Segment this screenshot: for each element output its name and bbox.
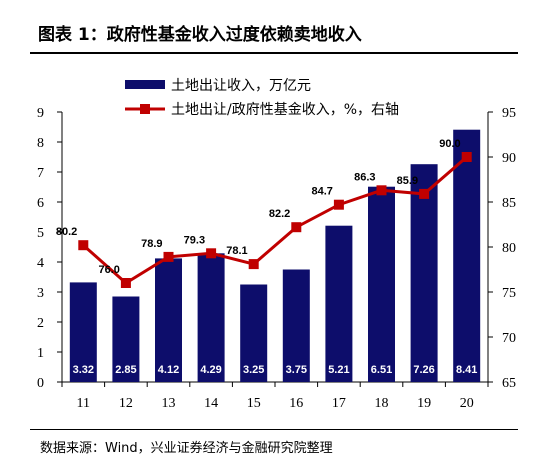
- x-tick-label: 12: [119, 396, 133, 411]
- y-left-tick-label: 4: [37, 256, 44, 271]
- bar: [453, 129, 481, 382]
- legend-bar-label: 土地出让收入，万亿元: [171, 78, 311, 94]
- y-right-tick-label: 90: [502, 151, 516, 166]
- line-series: 80.2 76.0 78.9 79.3 78.1 82.2 84.7 86.3 85.9 90.0: [56, 138, 472, 288]
- bar-value-label: 6.51: [371, 364, 392, 376]
- x-tick-label: 13: [162, 396, 176, 411]
- line-value-label: 79.3: [184, 234, 205, 246]
- x-tick-label: 18: [375, 396, 389, 411]
- legend-line-label: 土地出让/政府性基金收入，%，右轴: [171, 101, 399, 118]
- y-left-tick-label: 1: [37, 346, 44, 361]
- line-value-label: 85.9: [397, 175, 418, 187]
- bar-value-label: 2.85: [115, 364, 136, 376]
- line-value-label: 82.2: [269, 208, 290, 220]
- y-right-tick-label: 65: [502, 376, 516, 391]
- line-point: [291, 222, 302, 233]
- bar: [368, 186, 395, 382]
- y-left-tick-label: 8: [37, 136, 44, 151]
- line-value-label: 80.2: [56, 226, 77, 238]
- series-line: [82, 155, 468, 285]
- y-right-tick-label: 75: [502, 286, 516, 301]
- bar-value-label: 4.12: [158, 364, 179, 376]
- y-right-tick-label: 70: [502, 331, 516, 346]
- line-point: [78, 240, 89, 251]
- x-tick-label: 20: [460, 396, 474, 411]
- y-right-tick-label: 80: [502, 241, 516, 256]
- y-right-tick-label: 95: [502, 106, 516, 121]
- bar-value-label: 3.75: [286, 364, 307, 376]
- bar-value-label: 3.25: [243, 364, 264, 376]
- source-rule: [30, 429, 518, 430]
- x-tick-label: 19: [417, 396, 431, 411]
- y-left-tick-label: 0: [37, 376, 44, 391]
- line-point: [163, 251, 174, 262]
- bar-value-label: 5.21: [328, 364, 349, 376]
- y-left-tick-label: 6: [37, 196, 44, 211]
- bar-value-label: 8.41: [456, 364, 477, 376]
- line-point: [461, 152, 472, 162]
- bar: [197, 253, 225, 382]
- bar: [240, 284, 268, 382]
- y-left-tick-label: 5: [37, 226, 44, 241]
- line-point: [206, 248, 217, 259]
- y-left-tick-label: 7: [37, 166, 44, 181]
- x-tick-label: 11: [77, 396, 90, 411]
- bar-value-label: 4.29: [200, 364, 221, 376]
- figure-title: 图表 1：政府性基金收入过度依赖卖地收入: [38, 25, 362, 45]
- bar: [410, 164, 438, 382]
- x-tick-label: 17: [332, 396, 346, 411]
- data-source: 数据来源：Wind，兴业证券经济与金融研究院整理: [40, 441, 333, 456]
- line-value-label: 84.7: [311, 186, 332, 198]
- y-left-tick-label: 2: [37, 316, 44, 331]
- line-value-label: 78.9: [141, 238, 162, 250]
- bar: [155, 258, 182, 382]
- legend-bar-swatch: [125, 80, 165, 89]
- line-value-label: 76.0: [98, 264, 119, 276]
- line-point: [333, 199, 344, 210]
- y-left-tick-label: 3: [37, 286, 44, 301]
- x-tick-label: 16: [289, 396, 303, 411]
- line-point: [120, 278, 131, 288]
- legend-line-marker: [140, 104, 150, 114]
- line-point: [248, 259, 259, 270]
- line-value-label: 86.3: [354, 171, 375, 183]
- title-rule: [30, 52, 518, 54]
- bar-value-label: 7.26: [413, 364, 434, 376]
- bar-value-label: 3.32: [73, 364, 94, 376]
- line-point: [376, 185, 387, 196]
- y-left-tick-label: 9: [37, 106, 44, 121]
- bar: [69, 282, 97, 382]
- bar-series: 3.32 2.85 4.12 4.29 3.25 3.75 5.21 6.51 7.26 8.41: [69, 129, 481, 382]
- y-right-tick-label: 85: [502, 196, 516, 211]
- bar: [282, 269, 310, 382]
- line-point: [419, 188, 430, 199]
- line-value-label: 90.0: [439, 138, 460, 150]
- x-tick-label: 14: [204, 396, 218, 411]
- bar: [325, 225, 353, 382]
- x-tick-label: 15: [247, 396, 261, 411]
- bar: [112, 296, 140, 382]
- line-value-label: 78.1: [226, 245, 247, 257]
